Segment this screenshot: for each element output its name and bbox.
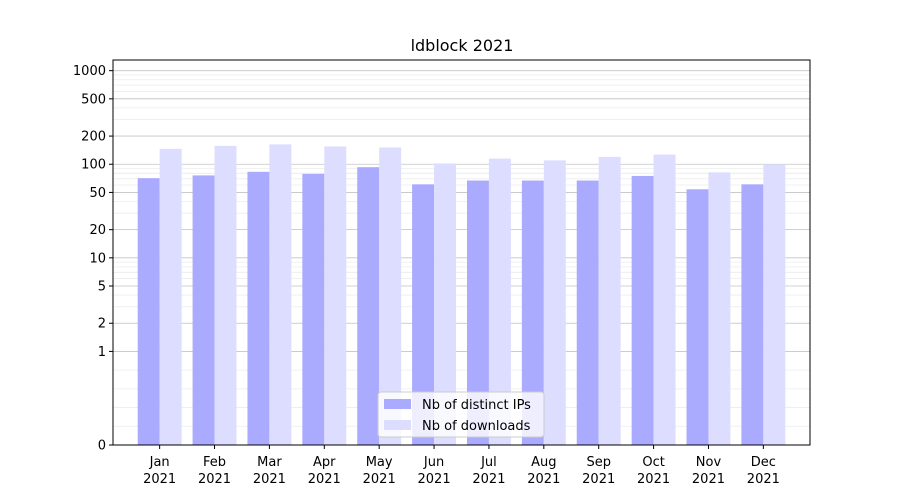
x-tick-label-month: Oct xyxy=(642,455,664,470)
x-tick-label-year: 2021 xyxy=(143,472,176,487)
bar-downloads xyxy=(379,147,402,446)
bar-distinct-ips xyxy=(357,167,380,446)
x-tick-label-year: 2021 xyxy=(692,472,725,487)
bar-downloads xyxy=(708,172,731,446)
y-tick-label: 10 xyxy=(89,251,106,266)
y-tick-label: 1 xyxy=(98,345,106,360)
x-tick-label-year: 2021 xyxy=(747,472,780,487)
x-tick-label-year: 2021 xyxy=(582,472,615,487)
chart-title: ldblock 2021 xyxy=(411,36,514,55)
bar-downloads xyxy=(159,148,182,445)
legend-swatch xyxy=(384,420,411,430)
legend: Nb of distinct IPs Nb of downloads xyxy=(377,391,545,438)
bar-downloads xyxy=(324,146,347,446)
x-tick-label-month: Jun xyxy=(423,455,444,470)
y-tick-label: 1000 xyxy=(73,64,106,79)
y-tick-label: 20 xyxy=(89,223,106,238)
x-tick-label-month: Nov xyxy=(696,455,722,470)
x-tick-label-month: Mar xyxy=(257,455,282,470)
x-tick-label-year: 2021 xyxy=(308,472,341,487)
y-tick-label: 2 xyxy=(98,317,106,332)
legend-label: Nb of downloads xyxy=(422,419,531,434)
bar-distinct-ips xyxy=(741,184,764,445)
y-tick-label: 5 xyxy=(98,280,106,295)
legend-swatch xyxy=(384,399,411,409)
plot-frame xyxy=(112,59,811,446)
y-tick-label: 500 xyxy=(81,92,106,107)
x-tick-label-year: 2021 xyxy=(363,472,396,487)
x-tick-label-month: May xyxy=(366,455,393,470)
legend-label: Nb of distinct IPs xyxy=(422,398,531,413)
x-axis: Jan 2021 Feb 2021 Mar 2021 Apr 2021 May 2021 Jun 20… xyxy=(143,445,780,487)
x-tick-label-year: 2021 xyxy=(527,472,560,487)
bar-distinct-ips xyxy=(466,180,489,446)
bar-downloads xyxy=(488,158,511,445)
bar-distinct-ips xyxy=(631,175,654,445)
x-tick-label-year: 2021 xyxy=(198,472,231,487)
x-tick-label-month: Sep xyxy=(586,455,611,470)
x-tick-label-month: Feb xyxy=(203,455,226,470)
y-tick-label: 200 xyxy=(81,130,106,145)
bar-distinct-ips xyxy=(137,178,160,445)
y-tick-label: 100 xyxy=(81,158,106,173)
x-tick-label-month: Aug xyxy=(531,455,556,470)
y-tick-label: 0 xyxy=(98,439,106,454)
x-tick-label-year: 2021 xyxy=(472,472,505,487)
bar-downloads xyxy=(434,163,457,445)
x-tick-label-month: Jul xyxy=(480,455,497,470)
bars-layer xyxy=(137,144,786,446)
legend-box xyxy=(377,391,545,438)
y-tick-label: 50 xyxy=(89,186,106,201)
bar-downloads xyxy=(214,145,237,445)
y-axis: 0 1 2 5 10 20 50 100 200 500 1000 xyxy=(73,64,113,454)
bar-downloads xyxy=(543,160,566,445)
x-tick-label-month: Apr xyxy=(313,455,336,470)
bar-distinct-ips xyxy=(302,173,325,446)
x-tick-label-year: 2021 xyxy=(418,472,451,487)
bar-distinct-ips xyxy=(192,175,215,445)
x-tick-label-month: Dec xyxy=(751,455,776,470)
bar-downloads xyxy=(269,144,292,445)
bar-downloads xyxy=(653,154,676,445)
bar-downloads xyxy=(763,164,786,445)
bar-distinct-ips xyxy=(412,184,435,445)
x-tick-label-year: 2021 xyxy=(253,472,286,487)
bar-downloads xyxy=(598,156,621,446)
bar-distinct-ips xyxy=(576,180,599,446)
bar-distinct-ips xyxy=(521,180,544,446)
x-tick-label-month: Jan xyxy=(149,455,170,470)
x-tick-label-year: 2021 xyxy=(637,472,670,487)
bar-distinct-ips xyxy=(686,189,709,445)
bar-distinct-ips xyxy=(247,171,270,445)
